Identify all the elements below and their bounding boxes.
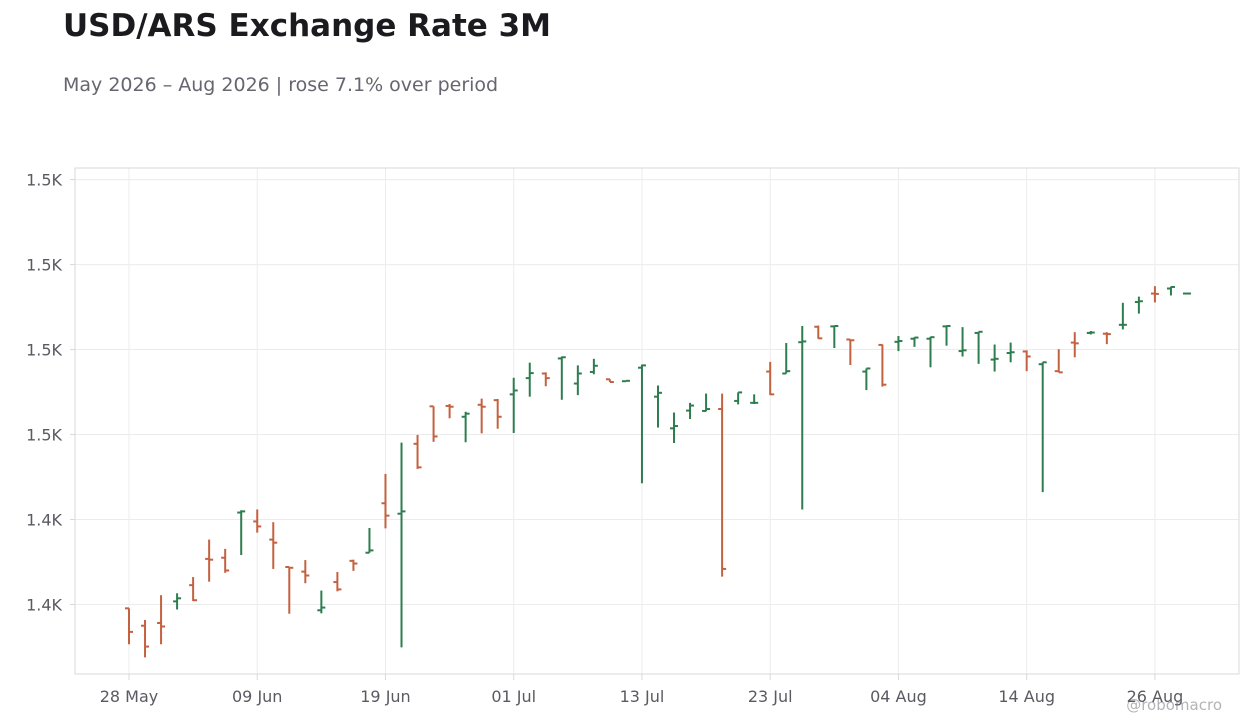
ohlc-bar (1086, 331, 1095, 335)
x-axis: 28 May 09 Jun 19 Jun 01 Jul 13 Jul 23 Jul 04 A… (100, 674, 1184, 706)
ohlc-bar (125, 607, 133, 645)
y-tick-label: 1.4K (26, 595, 62, 614)
x-tick-label: 23 Jul (748, 687, 793, 706)
ohlc-bar (397, 442, 406, 648)
ohlc-bar (237, 510, 246, 556)
ohlc-bar (1102, 332, 1111, 345)
ohlc-bar (766, 361, 775, 396)
ohlc-bar (1054, 349, 1063, 374)
ohlc-bar (381, 473, 390, 529)
ohlc-bar (589, 358, 598, 375)
ohlc-bar (910, 336, 919, 347)
ohlc-bar (686, 402, 695, 420)
ohlc-bar (1070, 332, 1079, 358)
ohlc-bar (141, 619, 150, 658)
bars-layer (125, 285, 1191, 658)
ohlc-bar (1022, 350, 1031, 372)
ohlc-bar (509, 377, 518, 433)
ohlc-bar (1166, 285, 1175, 296)
ohlc-bar (205, 539, 214, 582)
ohlc-bar (173, 593, 182, 610)
ohlc-bar (285, 566, 294, 614)
ohlc-bar (493, 398, 502, 429)
ohlc-bar (333, 572, 342, 592)
ohlc-bar (814, 325, 823, 340)
ohlc-bar (605, 378, 614, 383)
ohlc-bar (301, 560, 310, 584)
ohlc-bar (670, 412, 679, 444)
x-tick-label: 26 Aug (1127, 687, 1184, 706)
x-tick-label: 01 Jul (491, 687, 536, 706)
ohlc-bar (798, 325, 807, 510)
ohlc-bar (157, 595, 166, 645)
x-tick-label: 04 Aug (870, 687, 927, 706)
ohlc-bar (718, 393, 727, 577)
x-tick-label: 13 Jul (620, 687, 665, 706)
ohlc-bar (1134, 296, 1143, 314)
y-tick-label: 1.5K (26, 341, 62, 360)
grid-layer (75, 168, 1239, 674)
x-tick-label: 09 Jun (232, 687, 282, 706)
x-tick-label: 28 May (100, 687, 159, 706)
chart-title: USD/ARS Exchange Rate 3M (63, 8, 551, 44)
y-axis: 1.4K 1.4K 1.5K 1.5K 1.5K 1.5K (26, 171, 75, 614)
ohlc-bar (990, 344, 999, 372)
y-tick-label: 1.5K (26, 171, 62, 190)
y-tick-label: 1.5K (26, 426, 62, 445)
ohlc-bar (637, 364, 646, 484)
ohlc-bar (702, 393, 711, 412)
ohlc-bar (429, 405, 438, 442)
ohlc-bar (974, 330, 983, 364)
ohlc-bar (1038, 361, 1047, 493)
ohlc-bar (750, 394, 759, 405)
ohlc-bar (413, 434, 422, 469)
ohlc-bar (189, 577, 198, 602)
ohlc-bar (541, 372, 550, 387)
ohlc-bar (653, 385, 662, 428)
ohlc-bar (846, 338, 855, 365)
ohlc-bar (253, 509, 262, 533)
ohlc-bar (317, 590, 326, 614)
ohlc-bar (1118, 302, 1127, 330)
ohlc-bar (477, 398, 486, 434)
ohlc-bar (958, 327, 967, 357)
ohlc-bar (445, 404, 454, 419)
watermark: @robomacro (1126, 696, 1222, 714)
ohlc-bar (1150, 286, 1159, 303)
ohlc-bar (894, 336, 903, 352)
ohlc-bar (573, 365, 582, 396)
ohlc-bar (782, 342, 791, 375)
ohlc-bar (942, 324, 951, 346)
ohlc-bar (830, 324, 839, 348)
plot-frame (74, 167, 1240, 675)
ohlc-bar (269, 522, 278, 569)
ohlc-bar (862, 367, 871, 391)
x-tick-label: 14 Aug (998, 687, 1055, 706)
ohlc-bar (365, 527, 374, 554)
ohlc-bar (1006, 342, 1015, 363)
chart-subtitle: May 2026 – Aug 2026 | rose 7.1% over per… (63, 74, 499, 96)
ohlc-bar (525, 362, 534, 397)
ohlc-bar (878, 343, 887, 387)
y-tick-label: 1.5K (26, 256, 62, 275)
ohlc-bar (926, 336, 935, 368)
y-tick-label: 1.4K (26, 510, 62, 529)
ohlc-bar (734, 391, 743, 405)
ohlc-bar (221, 548, 230, 573)
ohlc-bar (557, 356, 566, 400)
x-tick-label: 19 Jun (360, 687, 410, 706)
ohlc-bar (349, 559, 358, 571)
ohlc-bar (461, 411, 470, 443)
